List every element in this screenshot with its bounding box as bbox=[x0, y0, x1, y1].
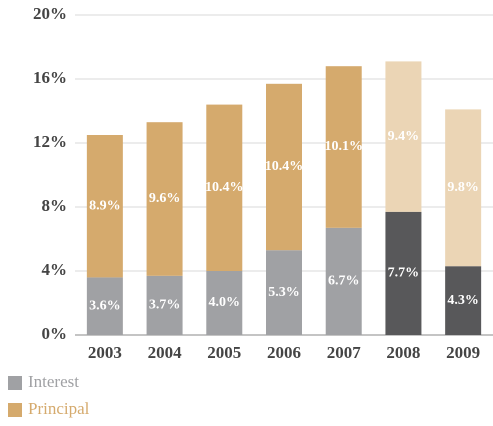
bar-segment bbox=[206, 271, 243, 335]
y-tick-label: 4% bbox=[42, 260, 68, 279]
bar-segment bbox=[206, 104, 243, 271]
bar-segment bbox=[86, 277, 123, 335]
x-tick-label: 2006 bbox=[267, 343, 301, 362]
data-label: 4.3% bbox=[447, 293, 479, 308]
y-tick-label: 12% bbox=[33, 132, 67, 151]
data-label: 8.9% bbox=[89, 198, 121, 213]
bar-segment bbox=[385, 211, 422, 335]
data-label: 6.7% bbox=[328, 274, 360, 289]
data-label: 10.1% bbox=[324, 139, 363, 154]
data-label: 3.6% bbox=[89, 298, 121, 313]
y-tick-label: 16% bbox=[33, 68, 67, 87]
bar-segment bbox=[146, 275, 183, 335]
x-tick-label: 2005 bbox=[207, 343, 241, 362]
bar-segment bbox=[445, 109, 482, 267]
y-tick-label: 20% bbox=[33, 4, 67, 23]
bar-segment bbox=[146, 122, 183, 276]
bar-segment bbox=[266, 250, 302, 335]
bar-segment bbox=[325, 66, 362, 228]
data-label: 9.4% bbox=[388, 129, 420, 144]
bar-segment bbox=[325, 227, 362, 335]
bar-segment bbox=[385, 61, 422, 212]
legend-label: Interest bbox=[28, 372, 79, 391]
data-label: 10.4% bbox=[265, 159, 304, 174]
data-label: 9.8% bbox=[447, 180, 479, 195]
legend-label: Principal bbox=[28, 399, 90, 418]
y-tick-label: 8% bbox=[42, 196, 68, 215]
data-label: 9.6% bbox=[149, 191, 181, 206]
data-label: 3.7% bbox=[149, 298, 181, 313]
x-tick-label: 2004 bbox=[148, 343, 183, 362]
x-tick-label: 2003 bbox=[88, 343, 122, 362]
bar-segment bbox=[445, 266, 482, 335]
data-label: 5.3% bbox=[268, 285, 300, 300]
data-label: 7.7% bbox=[388, 266, 420, 281]
x-tick-label: 2009 bbox=[446, 343, 480, 362]
legend-swatch bbox=[8, 403, 22, 417]
x-tick-label: 2008 bbox=[386, 343, 420, 362]
legend-swatch bbox=[8, 376, 22, 390]
data-label: 4.0% bbox=[209, 295, 241, 310]
bar-segment bbox=[86, 135, 123, 278]
x-tick-label: 2007 bbox=[327, 343, 362, 362]
data-label: 10.4% bbox=[205, 180, 244, 195]
y-tick-label: 0% bbox=[42, 324, 68, 343]
bar-segment bbox=[266, 83, 302, 251]
